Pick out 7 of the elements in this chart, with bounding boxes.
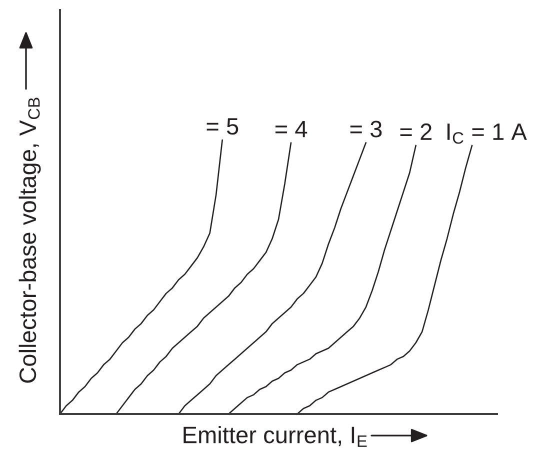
y-axis-title: Collector-base voltage, V$_{CB}$: [18, 98, 41, 383]
series-label: = 2: [400, 123, 432, 140]
series-label: = 4: [275, 120, 308, 138]
series-label: I$_{C}$ = 1 A: [447, 124, 527, 144]
series-label: = 5: [206, 118, 238, 135]
series-label: = 3: [350, 120, 382, 138]
x-axis-title: Emitter current, I$_{E}$: [184, 426, 367, 447]
